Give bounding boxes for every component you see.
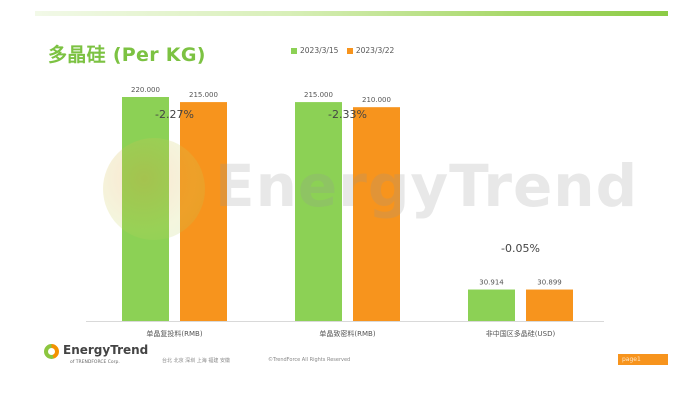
bar-1-series-1 [122,97,169,321]
change-label-3: -0.05% [501,242,540,255]
bar-1-series-2 [180,102,227,321]
page-number-badge: page1 [618,354,668,365]
change-label-2: -2.33% [328,108,367,121]
legend-label-series-1: 2023/3/15 [300,46,339,55]
bar-3-series-2 [526,289,573,321]
logo-name: EnergyTrend [63,343,149,357]
category-label-2: 单晶致密料(RMB) [319,329,375,338]
energytrend-logo-icon [44,344,59,359]
data-label-2-series-1: 215.000 [304,91,333,99]
bar-2-series-1 [295,102,342,321]
slide-footer: EnergyTrend of TRENDFORCE Corp. 台北 北京 深圳… [0,338,696,378]
legend-item-series-2: 2023/3/22 [346,46,395,55]
change-label-1: -2.27% [155,108,194,121]
legend-swatch-series-2 [346,47,353,54]
bar-2-series-2 [353,107,400,321]
page-title: 多晶硅 (Per KG) [48,44,206,66]
footer-copyright: ©TrendForce All Rights Reserved [268,357,351,363]
bar-3-series-1 [468,289,515,321]
data-label-3-series-1: 30.914 [479,279,504,287]
legend-label-series-2: 2023/3/22 [355,46,395,55]
legend-swatch-series-1 [291,47,297,54]
category-label-3: 非中国区多晶硅(USD) [486,329,556,338]
category-label-1: 单晶复投料(RMB) [146,329,202,338]
header-accent-bar [35,11,668,16]
data-label-1-series-1: 220.000 [131,86,160,94]
legend-item-series-1: 2023/3/15 [291,46,338,55]
logo-subtitle: of TRENDFORCE Corp. [70,360,120,365]
data-label-3-series-2: 30.899 [537,279,562,287]
data-label-1-series-2: 215.000 [189,91,218,99]
footer-cities: 台北 北京 深圳 上海 福建 安徽 [162,358,230,364]
data-label-2-series-2: 210.000 [362,96,391,104]
chart-legend: 2023/3/15 2023/3/22 [291,46,400,56]
